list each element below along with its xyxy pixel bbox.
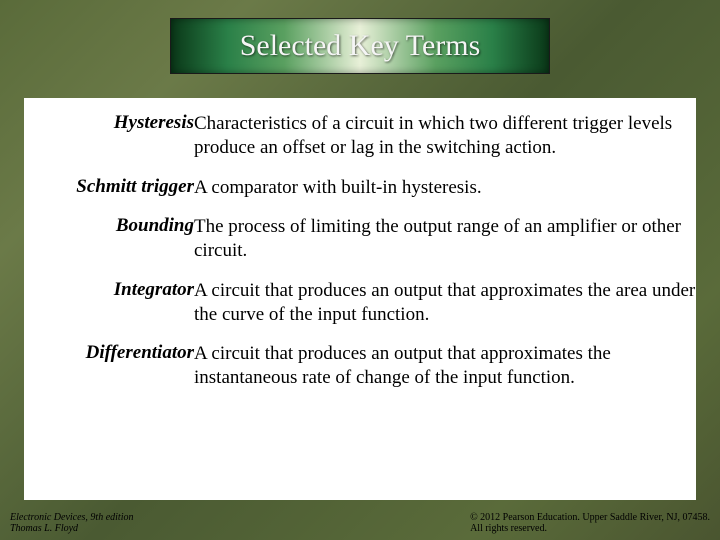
term-row: Hysteresis Characteristics of a circuit … [24,98,696,168]
term-row: Schmitt trigger A comparator with built-… [24,168,696,208]
terms-table: Hysteresis Characteristics of a circuit … [24,98,696,398]
footer-author: Thomas L. Floyd [10,523,133,534]
term-row: Differentiator A circuit that produces a… [24,334,696,398]
term-label: Differentiator [24,334,194,398]
slide-title: Selected Key Terms [240,29,481,63]
term-definition: A circuit that produces an output that a… [194,334,696,398]
term-row: Bounding The process of limiting the out… [24,207,696,271]
footer-copyright: © 2012 Pearson Education. Upper Saddle R… [470,512,710,523]
footer-left: Electronic Devices, 9th edition Thomas L… [10,512,133,534]
term-definition: The process of limiting the output range… [194,207,696,271]
term-definition: A circuit that produces an output that a… [194,271,696,335]
term-label: Hysteresis [24,98,194,168]
footer-right: © 2012 Pearson Education. Upper Saddle R… [470,512,710,534]
title-banner: Selected Key Terms [170,18,550,74]
term-label: Schmitt trigger [24,168,194,208]
content-box: Hysteresis Characteristics of a circuit … [24,98,696,500]
footer-book-title: Electronic Devices, 9th edition [10,512,133,523]
term-label: Integrator [24,271,194,335]
term-definition: A comparator with built-in hysteresis. [194,168,696,208]
term-definition: Characteristics of a circuit in which tw… [194,98,696,168]
footer-rights: All rights reserved. [470,523,710,534]
term-label: Bounding [24,207,194,271]
term-row: Integrator A circuit that produces an ou… [24,271,696,335]
